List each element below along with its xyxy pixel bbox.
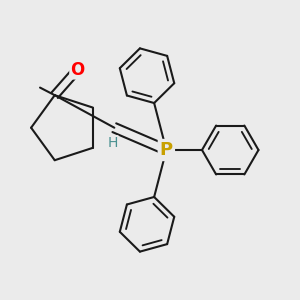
Text: H: H [108,136,118,150]
Text: O: O [70,61,84,79]
Text: P: P [160,141,173,159]
